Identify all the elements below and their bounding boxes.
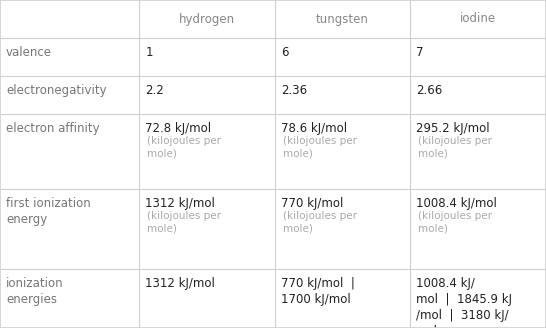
Text: ionization
energies: ionization energies (6, 277, 64, 306)
Text: electronegativity: electronegativity (6, 84, 106, 97)
Text: 78.6 kJ/mol: 78.6 kJ/mol (281, 122, 347, 135)
Text: 1008.4 kJ/mol: 1008.4 kJ/mol (416, 197, 497, 210)
Text: 295.2 kJ/mol: 295.2 kJ/mol (416, 122, 490, 135)
Text: 770 kJ/mol  |
1700 kJ/mol: 770 kJ/mol | 1700 kJ/mol (281, 277, 354, 306)
Text: electron affinity: electron affinity (6, 122, 99, 135)
Text: (kilojoules per
mole): (kilojoules per mole) (147, 136, 221, 158)
Text: iodine: iodine (460, 12, 496, 26)
Text: 2.2: 2.2 (145, 84, 164, 97)
Text: 770 kJ/mol: 770 kJ/mol (281, 197, 343, 210)
Text: (kilojoules per
mole): (kilojoules per mole) (283, 211, 357, 234)
Text: 2.66: 2.66 (416, 84, 442, 97)
Text: 1312 kJ/mol: 1312 kJ/mol (145, 197, 215, 210)
Text: hydrogen: hydrogen (179, 12, 235, 26)
Text: 1: 1 (145, 46, 153, 59)
Text: first ionization
energy: first ionization energy (6, 197, 91, 226)
Text: valence: valence (6, 46, 52, 59)
Text: 6: 6 (281, 46, 288, 59)
Text: 2.36: 2.36 (281, 84, 307, 97)
Text: (kilojoules per
mole): (kilojoules per mole) (147, 211, 221, 234)
Text: (kilojoules per
mole): (kilojoules per mole) (418, 136, 492, 158)
Text: 7: 7 (416, 46, 424, 59)
Text: (kilojoules per
mole): (kilojoules per mole) (418, 211, 492, 234)
Text: 72.8 kJ/mol: 72.8 kJ/mol (145, 122, 211, 135)
Text: 1008.4 kJ/
mol  |  1845.9 kJ
/mol  |  3180 kJ/
mol: 1008.4 kJ/ mol | 1845.9 kJ /mol | 3180 k… (416, 277, 512, 328)
Text: (kilojoules per
mole): (kilojoules per mole) (283, 136, 357, 158)
Text: tungsten: tungsten (316, 12, 369, 26)
Text: 1312 kJ/mol: 1312 kJ/mol (145, 277, 215, 290)
